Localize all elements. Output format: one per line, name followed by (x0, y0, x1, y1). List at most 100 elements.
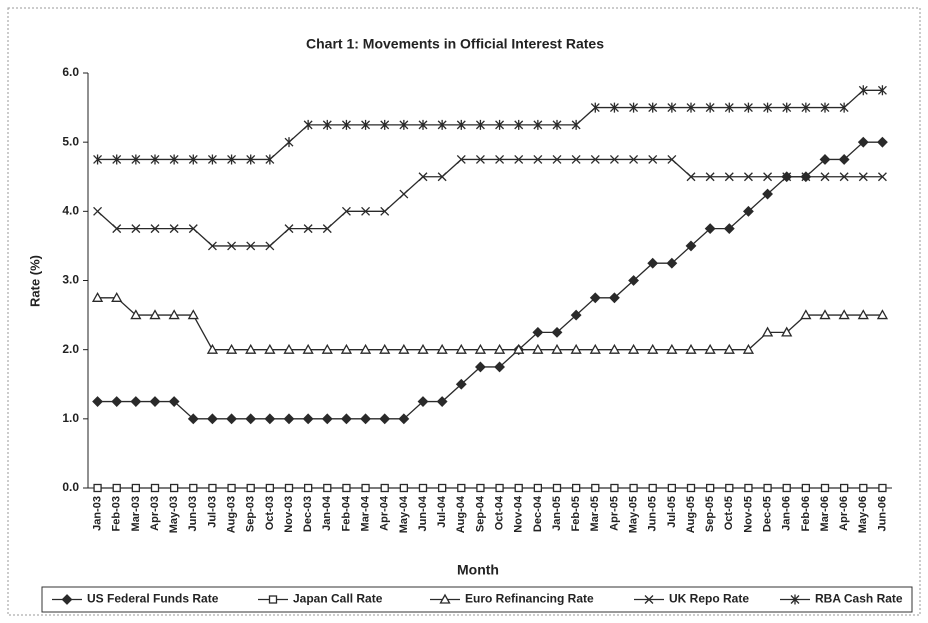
data-point (475, 119, 485, 130)
y-tick-label: 2.0 (62, 342, 79, 356)
data-point (265, 483, 275, 493)
data-point (188, 224, 198, 234)
data-point (533, 154, 543, 164)
x-tick-label: Feb-03 (111, 496, 123, 531)
data-point (570, 309, 582, 321)
legend-marker (790, 594, 800, 605)
chart-border (7, 7, 921, 616)
series-line (97, 297, 883, 351)
legend-marker (61, 594, 73, 605)
data-point (284, 224, 294, 234)
data-point (532, 343, 544, 354)
data-point (666, 343, 678, 354)
x-tick-label: May-04 (398, 495, 410, 533)
y-tick-label: 4.0 (62, 204, 79, 218)
x-tick-label: May-03 (168, 496, 180, 533)
x-tick-label: Jun-04 (417, 495, 429, 531)
data-point (648, 102, 658, 113)
data-point (723, 223, 735, 235)
data-point (801, 172, 811, 182)
x-tick-label: Feb-04 (340, 495, 352, 531)
legend-marker (644, 595, 654, 604)
data-point (763, 483, 772, 493)
data-point (284, 483, 294, 493)
data-point (666, 257, 678, 269)
data-point (246, 154, 256, 165)
data-point (686, 172, 696, 182)
data-point (858, 172, 868, 182)
data-point (667, 102, 677, 113)
data-point (399, 119, 409, 130)
x-tick-label: Feb-06 (800, 496, 812, 531)
data-point (839, 102, 849, 113)
data-point (112, 154, 122, 165)
data-point (495, 119, 505, 130)
x-tick-label: Aug-05 (685, 496, 697, 533)
data-point (246, 241, 256, 251)
data-point (743, 205, 754, 217)
data-point (207, 154, 217, 165)
data-point (150, 224, 160, 234)
x-tick-label: Jun-06 (876, 496, 888, 531)
data-point (839, 172, 849, 182)
x-tick-label: Apr-03 (149, 496, 161, 531)
data-point (877, 136, 888, 148)
data-point (131, 154, 141, 165)
data-point (303, 119, 313, 130)
x-tick-label: Dec-04 (532, 495, 544, 532)
legend-label: US Federal Funds Rate (87, 592, 219, 606)
data-point (533, 119, 543, 130)
data-point (820, 102, 830, 113)
data-point (189, 483, 198, 493)
data-point (149, 309, 161, 320)
x-tick-label: Sep-05 (704, 496, 716, 532)
data-point (629, 154, 639, 164)
data-point (857, 309, 869, 320)
data-point (437, 119, 447, 130)
data-point (380, 119, 390, 130)
x-tick-label: Mar-06 (819, 496, 831, 531)
data-point (800, 309, 812, 320)
data-point (398, 343, 410, 354)
data-point (188, 154, 198, 165)
data-point (877, 85, 887, 96)
x-tick-label: Nov-05 (742, 496, 754, 533)
series-line (97, 89, 883, 161)
data-point (379, 343, 391, 354)
data-point (475, 361, 486, 373)
data-point (380, 483, 389, 493)
data-point (340, 343, 353, 354)
legend-marker (268, 595, 278, 604)
data-point (648, 483, 657, 493)
data-point (762, 188, 773, 200)
data-point (245, 413, 257, 425)
data-point (820, 172, 830, 182)
data-point (495, 154, 505, 164)
x-tick-label: Apr-06 (838, 496, 850, 531)
data-point (284, 137, 294, 148)
data-point (781, 326, 793, 337)
x-tick-label: May-06 (857, 496, 869, 533)
data-point (763, 102, 773, 113)
data-point (246, 483, 255, 493)
data-point (570, 343, 582, 354)
x-tick-label: Sep-03 (245, 496, 257, 532)
x-tick-label: Jan-05 (551, 496, 563, 531)
data-point (859, 483, 868, 493)
data-point (303, 224, 313, 234)
data-point (571, 483, 581, 493)
x-tick-label: Nov-03 (283, 496, 295, 533)
chart-title: Chart 1: Movements in Official Interest … (306, 36, 604, 52)
data-point (704, 343, 716, 354)
data-point (495, 483, 504, 493)
data-point (112, 224, 122, 234)
data-point (590, 102, 600, 113)
data-point (686, 102, 696, 113)
x-tick-label: Mar-05 (589, 496, 601, 531)
data-point (187, 309, 199, 320)
data-point (744, 483, 753, 493)
data-point (591, 483, 600, 493)
y-tick-label: 3.0 (62, 273, 79, 287)
data-point (801, 102, 811, 113)
data-point (322, 224, 332, 234)
